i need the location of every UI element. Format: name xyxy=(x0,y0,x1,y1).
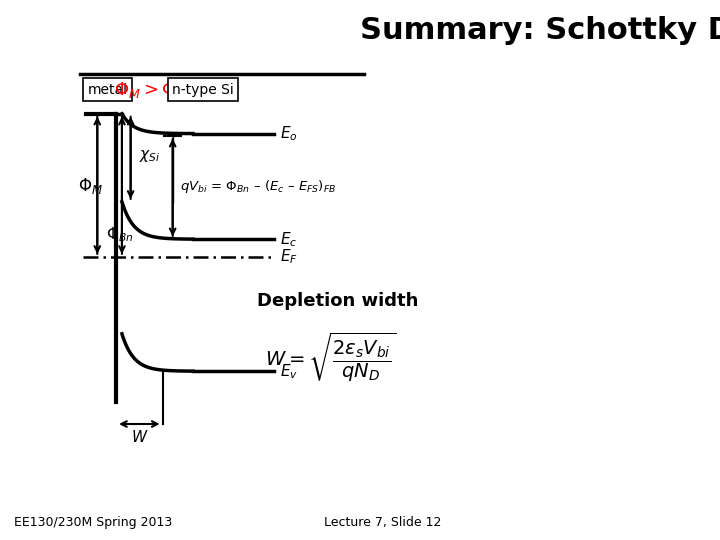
Text: n-type Si: n-type Si xyxy=(172,83,234,97)
Text: $\chi_{Si}$: $\chi_{Si}$ xyxy=(140,147,161,164)
Text: Summary: Schottky Diode (n-type Si): Summary: Schottky Diode (n-type Si) xyxy=(360,16,720,45)
Text: $W = \sqrt{\dfrac{2\varepsilon_s V_{bi}}{qN_D}}$: $W = \sqrt{\dfrac{2\varepsilon_s V_{bi}}… xyxy=(266,331,397,385)
Text: $\Phi_M$: $\Phi_M$ xyxy=(78,177,102,197)
Text: $E_c$: $E_c$ xyxy=(280,230,297,248)
Text: $E_F$: $E_F$ xyxy=(280,247,298,266)
Text: EE130/230M Spring 2013: EE130/230M Spring 2013 xyxy=(14,516,173,529)
Text: $E_v$: $E_v$ xyxy=(280,362,298,381)
Text: Lecture 7, Slide 12: Lecture 7, Slide 12 xyxy=(324,516,441,529)
Text: $W$: $W$ xyxy=(130,429,148,445)
Text: $qV_{bi}$ = Φ$_{Bn}$ – ($E_c$ – $E_{FS}$)$_{FB}$: $qV_{bi}$ = Φ$_{Bn}$ – ($E_c$ – $E_{FS}$… xyxy=(180,178,336,195)
Text: metal: metal xyxy=(87,83,127,97)
Text: $\Phi_{Bn}$: $\Phi_{Bn}$ xyxy=(106,225,133,244)
Text: $\Phi_M>\Phi_S$: $\Phi_M>\Phi_S$ xyxy=(114,79,185,99)
Text: $E_o$: $E_o$ xyxy=(280,124,297,143)
Text: Depletion width: Depletion width xyxy=(257,292,418,310)
